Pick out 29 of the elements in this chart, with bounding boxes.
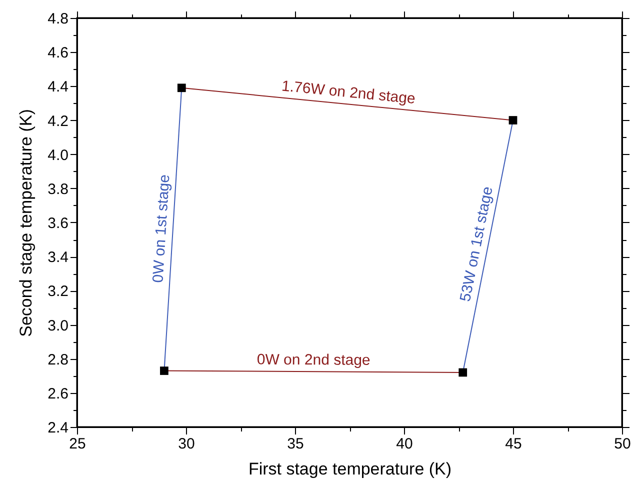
point: [177, 84, 186, 92]
y-tick-label: 3.4: [48, 249, 68, 266]
y-tick-label: 4.4: [48, 78, 68, 96]
y-tick-label: 2.4: [48, 420, 68, 436]
x-axis-title: First stage temperature (K): [248, 460, 452, 478]
y-tick-label: 4.6: [48, 44, 68, 62]
x-tick-label: 30: [178, 436, 195, 452]
annotation: 0W on 2nd stage: [256, 351, 370, 369]
y-tick-label: 3.0: [48, 317, 68, 334]
point: [160, 366, 168, 375]
x-tick-label: 45: [505, 436, 522, 452]
y-axis-title: Second stage temperature (K): [16, 109, 36, 337]
y-tick-label: 4.8: [48, 10, 68, 28]
y-tick-label: 4.0: [48, 146, 68, 164]
annotation: 53W on 1st stage: [456, 185, 496, 304]
x-tick-label: 25: [69, 436, 86, 452]
annotation: 0W on 1st stage: [150, 174, 174, 284]
y-tick-label: 3.6: [48, 215, 68, 232]
x-tick-label: 50: [614, 436, 631, 452]
y-tick-label: 4.2: [48, 112, 68, 130]
annotation: 1.76W on 2nd stage: [280, 78, 416, 108]
point: [508, 116, 518, 124]
x-tick-label: 40: [396, 436, 413, 452]
x-tick-label: 35: [287, 436, 304, 452]
y-tick-label: 2.6: [48, 385, 68, 402]
y-tick-label: 2.8: [48, 351, 68, 368]
y-tick-label: 3.8: [48, 180, 68, 198]
point: [458, 368, 468, 377]
y-tick-label: 3.2: [48, 283, 68, 300]
